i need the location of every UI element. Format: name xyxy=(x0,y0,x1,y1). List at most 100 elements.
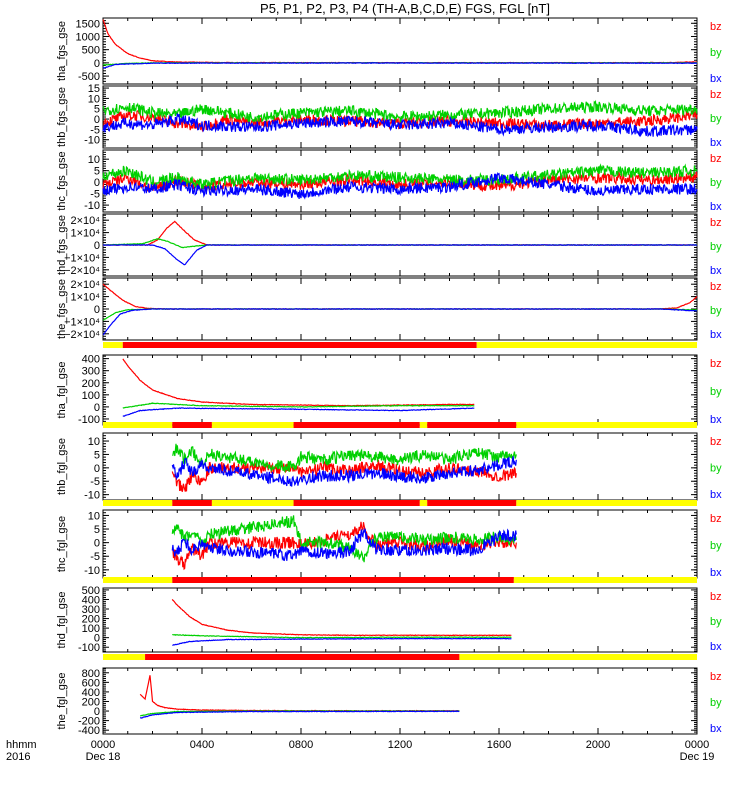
ytick-label: -10 xyxy=(84,490,100,502)
legend-bz: bz xyxy=(710,21,722,33)
ytick-label: -5 xyxy=(90,476,100,488)
legend-bx: bx xyxy=(710,567,722,579)
panel-frame xyxy=(102,354,698,426)
ytick-label: 15 xyxy=(88,83,100,95)
series-bz xyxy=(122,358,475,407)
status-segment xyxy=(427,422,517,428)
status-segment xyxy=(293,500,420,506)
ytick-label: -10 xyxy=(84,200,100,212)
legend-bz: bz xyxy=(710,153,722,165)
ytick-label: 400 xyxy=(82,594,100,606)
xtick-label: 0000 xyxy=(91,739,115,751)
series-by xyxy=(102,99,698,124)
series-by xyxy=(102,238,698,249)
panel-frame xyxy=(102,667,698,735)
ytick-label: 0 xyxy=(94,538,100,550)
ytick-label: 1000 xyxy=(76,31,100,43)
ytick-label: 0 xyxy=(94,706,100,718)
time-corner-label: 2016 xyxy=(6,751,30,763)
legend-bx: bx xyxy=(710,641,722,653)
xtick-date: Dec 18 xyxy=(86,751,121,763)
xtick-date: Dec 19 xyxy=(680,751,715,763)
series-bx xyxy=(102,62,697,69)
status-segment xyxy=(103,654,146,660)
panel-frame xyxy=(102,85,698,149)
status-segment xyxy=(211,500,294,506)
ytick-label: -5 xyxy=(90,189,100,201)
status-segment xyxy=(122,342,477,348)
status-segment xyxy=(103,342,123,348)
ytick-label: 400 xyxy=(82,687,100,699)
ytick-label: 0 xyxy=(94,58,100,70)
ylabel: thd_fgs_gse xyxy=(56,215,68,275)
legend-bz: bz xyxy=(710,591,722,603)
ytick-label: -5 xyxy=(90,124,100,136)
series-bx xyxy=(171,527,517,562)
ytick-label: 0 xyxy=(94,304,100,316)
status-segment xyxy=(419,500,428,506)
ytick-label: -100 xyxy=(78,642,100,654)
series-bx xyxy=(139,710,460,719)
ytick-label: 0 xyxy=(94,463,100,475)
xtick-label: 0400 xyxy=(190,739,214,751)
status-bar xyxy=(103,500,697,506)
panel-frame xyxy=(102,587,698,653)
status-segment xyxy=(172,422,212,428)
xtick-label: 1200 xyxy=(388,739,412,751)
ytick-label: −2×10⁴ xyxy=(64,265,100,277)
legend-bx: bx xyxy=(710,73,722,85)
status-segment xyxy=(419,422,428,428)
status-segment xyxy=(172,577,514,583)
ytick-label: 200 xyxy=(82,696,100,708)
status-segment xyxy=(516,422,697,428)
ylabel: thc_fgs_gse xyxy=(56,151,68,210)
series-bx xyxy=(102,171,698,200)
status-bar xyxy=(103,577,697,583)
ytick-label: 0 xyxy=(94,177,100,189)
legend-by: by xyxy=(710,386,722,398)
ytick-label: 100 xyxy=(82,623,100,635)
series-by xyxy=(122,402,475,409)
legend-bz: bz xyxy=(710,671,722,683)
status-bar xyxy=(103,422,697,428)
ylabel: thb_fgs_gse xyxy=(56,87,68,147)
series-bx xyxy=(102,112,698,138)
legend-bz: bz xyxy=(710,217,722,229)
ytick-label: -200 xyxy=(78,716,100,728)
legend-by: by xyxy=(710,241,722,253)
status-segment xyxy=(459,654,697,660)
status-segment xyxy=(211,422,294,428)
legend-by: by xyxy=(710,47,722,59)
series-bz xyxy=(171,598,512,637)
ytick-label: -5 xyxy=(90,551,100,563)
ytick-label: -100 xyxy=(78,414,100,426)
ytick-label: 0 xyxy=(94,114,100,126)
ytick-label: 10 xyxy=(88,93,100,105)
status-bar xyxy=(103,654,697,660)
ytick-label: -10 xyxy=(84,565,100,577)
ylabel: tha_fgs_gse xyxy=(56,21,68,81)
ytick-label: 5 xyxy=(94,166,100,178)
ytick-label: -400 xyxy=(78,725,100,737)
legend-by: by xyxy=(710,305,722,317)
ytick-label: −1×10⁴ xyxy=(64,316,100,328)
ytick-label: 10 xyxy=(88,436,100,448)
ytick-label: 1500 xyxy=(76,18,100,30)
xtick-label: 1600 xyxy=(487,739,511,751)
series-bz xyxy=(102,19,698,64)
panel-frame xyxy=(102,17,698,85)
xtick-label: 0800 xyxy=(289,739,313,751)
legend-bz: bz xyxy=(710,436,722,448)
ytick-label: 800 xyxy=(82,668,100,680)
legend-bx: bx xyxy=(710,137,722,149)
status-segment xyxy=(172,500,212,506)
panel-thb_fgl_gse: 105 0-5 -10 thb_fgl_gse bz by bx xyxy=(56,432,722,502)
ytick-label: 10 xyxy=(88,154,100,166)
